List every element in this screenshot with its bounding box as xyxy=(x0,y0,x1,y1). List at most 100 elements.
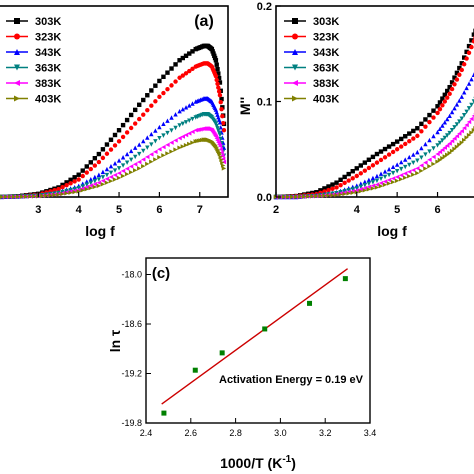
data-point xyxy=(116,139,122,144)
data-point xyxy=(310,194,315,199)
data-point xyxy=(394,139,400,144)
data-point xyxy=(464,56,469,61)
data-point xyxy=(88,176,94,182)
data-point xyxy=(452,125,457,130)
data-point xyxy=(108,170,114,176)
data-point xyxy=(213,58,219,63)
data-point xyxy=(157,135,162,141)
legend-label: 403K xyxy=(35,94,61,106)
data-point xyxy=(423,160,428,165)
y-tick-label: 0.0 xyxy=(257,192,272,204)
data-point xyxy=(100,169,106,175)
data-point xyxy=(104,142,110,147)
panel-a: 3 4 5 6 7 303K 323K 343K 363K 383K 403K (a) log f xyxy=(0,5,229,239)
data-point xyxy=(423,141,428,147)
data-point xyxy=(173,79,178,84)
data-point xyxy=(435,110,440,116)
data-point xyxy=(427,157,432,162)
data-point xyxy=(217,120,223,125)
data-point xyxy=(183,53,189,59)
data-point xyxy=(464,109,469,115)
data-point xyxy=(454,77,460,82)
data-point xyxy=(132,154,138,160)
series-403K xyxy=(273,126,474,200)
data-point xyxy=(220,156,226,162)
data-point xyxy=(326,193,331,198)
series-383K xyxy=(273,113,474,200)
data-point xyxy=(108,174,114,180)
data-point xyxy=(390,149,396,155)
data-point xyxy=(68,177,73,183)
legend-marker xyxy=(14,64,20,71)
data-point xyxy=(382,174,388,180)
data-point xyxy=(180,55,186,61)
legend-marker xyxy=(292,64,298,71)
data-point xyxy=(157,155,162,160)
data-point xyxy=(187,68,192,74)
data-point xyxy=(407,169,412,174)
data-point xyxy=(398,166,404,172)
data-point xyxy=(346,178,351,183)
legend-label: 363K xyxy=(35,63,61,75)
data-point xyxy=(221,128,227,133)
data-point xyxy=(214,62,219,67)
data-point xyxy=(40,193,45,199)
panel-c-y-axis-label: ln τ xyxy=(107,329,123,352)
data-point xyxy=(471,99,474,104)
data-point xyxy=(169,83,174,88)
data-point xyxy=(216,85,221,90)
data-point xyxy=(358,184,364,190)
panel-c-x-axis-label-end: ) xyxy=(291,455,296,471)
data-point xyxy=(149,88,154,93)
data-point xyxy=(124,117,130,123)
data-point xyxy=(386,172,392,178)
data-point xyxy=(457,98,462,103)
data-point xyxy=(459,116,464,121)
data-point xyxy=(214,77,219,83)
data-point xyxy=(137,159,142,165)
data-point xyxy=(358,163,364,168)
legend-label: 363K xyxy=(313,63,339,75)
series-343K xyxy=(273,72,474,200)
data-point xyxy=(180,134,186,139)
data-point xyxy=(378,183,384,189)
data-point xyxy=(149,159,154,164)
data-point xyxy=(394,162,400,167)
data-point xyxy=(220,153,225,158)
data-point xyxy=(180,121,186,127)
data-point xyxy=(88,180,94,186)
data-point xyxy=(161,153,166,158)
data-point xyxy=(120,155,126,160)
data-point xyxy=(173,147,178,152)
data-point xyxy=(370,154,376,160)
data-point xyxy=(132,168,138,173)
panel-b-x-axis-label: log f xyxy=(377,223,407,239)
data-point xyxy=(403,164,408,170)
data-point xyxy=(100,175,106,180)
data-point xyxy=(457,119,462,124)
data-point xyxy=(445,143,450,148)
data-point xyxy=(124,130,130,135)
data-point xyxy=(165,142,170,148)
data-point xyxy=(108,163,114,169)
legend-marker xyxy=(14,80,20,86)
data-point xyxy=(466,119,472,125)
data-point xyxy=(187,141,192,147)
data-point xyxy=(137,166,142,171)
x-tick-label: 2.8 xyxy=(229,428,242,438)
data-point xyxy=(190,49,195,54)
data-point xyxy=(338,190,343,195)
data-point xyxy=(216,130,222,135)
data-point xyxy=(149,131,154,137)
data-point xyxy=(411,167,416,173)
data-point xyxy=(145,145,150,150)
data-point xyxy=(431,108,436,113)
data-point xyxy=(216,75,222,81)
data-point xyxy=(212,53,217,59)
data-point xyxy=(60,182,65,188)
data-point xyxy=(3,194,9,200)
data-point xyxy=(112,168,118,173)
legend-item: 403K xyxy=(284,94,339,106)
data-point xyxy=(354,173,359,179)
data-point xyxy=(440,156,445,161)
